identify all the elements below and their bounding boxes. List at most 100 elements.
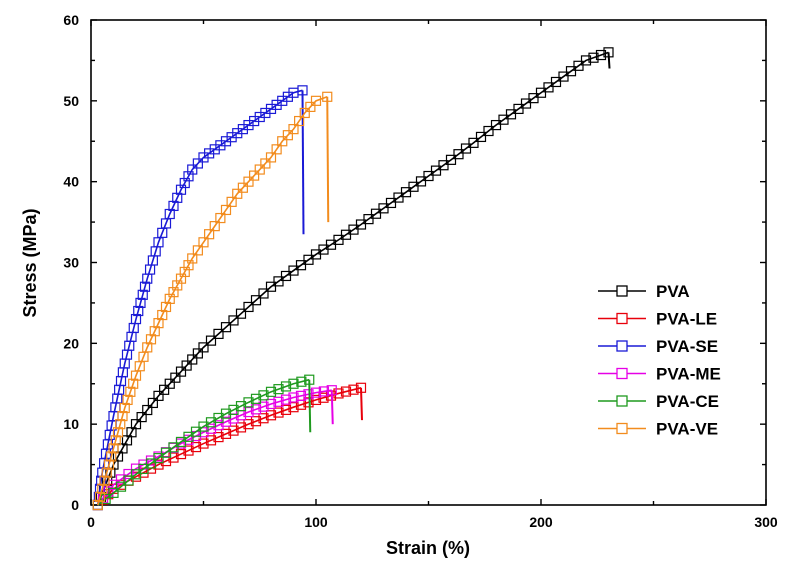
- series-break-drop: [330, 390, 334, 425]
- series-line: [97, 387, 362, 506]
- data-point: [215, 212, 226, 224]
- data-point: [110, 435, 121, 446]
- data-point: [288, 265, 299, 276]
- data-point: [205, 423, 217, 434]
- data-point: [310, 394, 322, 406]
- data-point: [235, 422, 247, 433]
- data-point: [273, 276, 284, 287]
- x-tick-label: 0: [87, 514, 95, 530]
- data-point: [106, 451, 117, 462]
- x-tick-label: 100: [304, 514, 328, 530]
- y-axis-title: Stress (MPa): [20, 208, 40, 317]
- data-point: [355, 382, 367, 393]
- data-point: [164, 293, 175, 304]
- data-point: [94, 491, 106, 503]
- data-point: [112, 427, 124, 438]
- data-point: [303, 254, 314, 265]
- x-tick-label: 300: [754, 514, 778, 530]
- data-point: [430, 165, 442, 176]
- data-point: [179, 266, 190, 278]
- legend-item-pva-ce: PVA-CE: [598, 392, 719, 411]
- series-break-drop: [308, 379, 312, 433]
- data-point: [385, 197, 397, 209]
- data-point: [183, 260, 194, 271]
- legend-marker: [616, 367, 628, 380]
- data-point: [172, 192, 183, 203]
- series-break-drop: [301, 90, 305, 235]
- legend-label: PVA-SE: [656, 337, 718, 356]
- data-point: [115, 481, 127, 492]
- data-point: [137, 289, 148, 300]
- data-point: [565, 66, 577, 77]
- legend-label: PVA-ME: [656, 365, 721, 384]
- data-point: [288, 378, 299, 389]
- data-point: [142, 342, 153, 353]
- x-axis-title: Strain (%): [386, 538, 470, 558]
- data-point: [310, 95, 322, 106]
- data-point: [295, 260, 307, 271]
- data-point: [580, 55, 592, 66]
- data-point: [198, 237, 209, 248]
- data-point: [243, 176, 254, 187]
- data-point: [190, 441, 202, 453]
- data-point: [250, 393, 262, 404]
- data-point: [190, 426, 202, 437]
- data-point: [160, 447, 172, 458]
- data-point: [297, 85, 308, 96]
- series-pva: [92, 47, 614, 511]
- data-point: [168, 287, 179, 298]
- legend-marker: [616, 312, 628, 325]
- data-point: [123, 475, 134, 486]
- data-point: [280, 404, 292, 415]
- data-point: [340, 229, 352, 240]
- data-point: [220, 204, 232, 216]
- data-point: [220, 428, 232, 439]
- data-point: [243, 397, 254, 408]
- x-tick-label: 200: [529, 514, 553, 530]
- data-point: [303, 397, 314, 408]
- series-break-drop: [360, 387, 363, 421]
- data-point: [468, 137, 479, 148]
- series-pva-le: [92, 382, 367, 511]
- data-point: [505, 109, 517, 120]
- data-point: [172, 280, 183, 291]
- data-point: [187, 354, 198, 365]
- data-point: [97, 483, 108, 494]
- data-point: [363, 214, 374, 225]
- data-point: [280, 270, 292, 282]
- data-point: [175, 448, 187, 460]
- data-point: [183, 431, 194, 442]
- data-point: [179, 177, 190, 189]
- data-point: [147, 397, 158, 409]
- series-layer: [92, 47, 614, 511]
- series-pva-se: [92, 85, 308, 511]
- data-point: [370, 208, 382, 219]
- data-point: [115, 419, 126, 430]
- data-point: [280, 394, 292, 405]
- data-point: [265, 410, 277, 421]
- data-point: [595, 49, 607, 61]
- data-point: [271, 144, 282, 155]
- y-tick-label: 40: [63, 174, 79, 190]
- data-point: [288, 392, 299, 403]
- data-point: [130, 419, 142, 430]
- data-point: [153, 453, 164, 464]
- data-point: [92, 499, 103, 511]
- data-point: [535, 87, 547, 98]
- data-point: [318, 386, 329, 397]
- data-point: [187, 164, 198, 175]
- legend-label: PVA: [656, 282, 690, 301]
- data-point: [101, 467, 112, 478]
- data-point: [138, 463, 149, 474]
- data-point: [490, 119, 502, 131]
- data-point: [170, 372, 181, 383]
- data-point: [483, 125, 494, 137]
- data-point: [235, 401, 247, 412]
- data-point: [282, 130, 293, 141]
- data-point: [558, 71, 569, 82]
- legend-item-pva-me: PVA-ME: [598, 365, 721, 384]
- data-point: [213, 432, 224, 443]
- data-point: [333, 234, 344, 245]
- data-point: [235, 308, 247, 319]
- axis-tick-labels: 0 100 200 300 0 10 20 30 40 50 60: [63, 12, 777, 530]
